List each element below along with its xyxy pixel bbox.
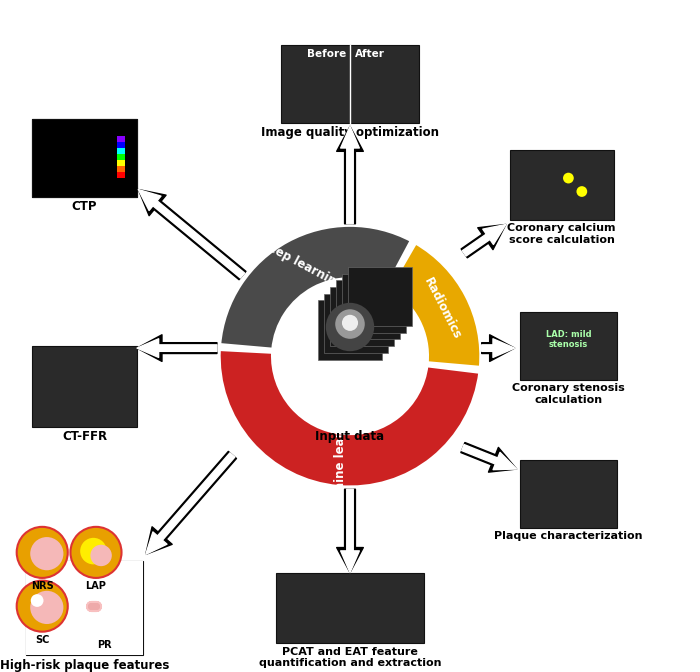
Text: SC: SC (35, 635, 50, 645)
Text: Radiomics: Radiomics (421, 276, 464, 342)
Circle shape (326, 303, 374, 351)
Text: Coronary calcium
score calculation: Coronary calcium score calculation (508, 223, 616, 245)
Text: Input data: Input data (316, 430, 384, 443)
Bar (336, 280, 400, 339)
Bar (117, 148, 125, 154)
Text: PCAT and EAT feature
quantification and extraction: PCAT and EAT feature quantification and … (259, 646, 441, 669)
Bar (324, 294, 388, 353)
Circle shape (31, 594, 43, 607)
Circle shape (71, 527, 122, 578)
Wedge shape (389, 243, 481, 368)
Text: Before: Before (307, 49, 346, 58)
Text: NRS: NRS (31, 581, 54, 591)
Bar (281, 46, 419, 122)
Text: Coronary stenosis
calculation: Coronary stenosis calculation (512, 383, 625, 405)
Circle shape (577, 186, 587, 197)
Bar (117, 166, 125, 172)
Text: After: After (355, 49, 385, 58)
Bar (117, 136, 125, 142)
Bar (26, 561, 144, 655)
Circle shape (90, 545, 112, 566)
Text: Plaque characterization: Plaque characterization (494, 531, 643, 541)
Circle shape (335, 309, 365, 339)
Text: Image quality optimization: Image quality optimization (261, 126, 439, 139)
Wedge shape (220, 225, 412, 349)
Circle shape (17, 581, 68, 632)
Circle shape (273, 279, 427, 433)
Text: CTP: CTP (72, 200, 97, 213)
Bar (276, 573, 424, 644)
Bar (117, 172, 125, 178)
Circle shape (17, 527, 68, 578)
Circle shape (30, 591, 64, 624)
Text: PR: PR (97, 640, 111, 650)
Circle shape (80, 538, 106, 564)
Bar (519, 460, 617, 528)
Bar (510, 150, 614, 220)
Bar (519, 312, 617, 380)
Bar (26, 561, 144, 655)
Bar (32, 120, 136, 197)
Bar (330, 287, 394, 346)
Bar (349, 267, 412, 326)
Text: LAP: LAP (85, 581, 106, 591)
Circle shape (342, 314, 358, 331)
Circle shape (30, 537, 64, 571)
Bar (342, 274, 406, 333)
Text: Machine learning: Machine learning (335, 403, 347, 517)
Text: Deep learning: Deep learning (257, 237, 345, 292)
Circle shape (563, 173, 574, 183)
Bar (117, 154, 125, 160)
Text: LAD: mild
stenosis: LAD: mild stenosis (545, 330, 592, 349)
Text: High-risk plaque features: High-risk plaque features (0, 659, 169, 671)
Text: CT-FFR: CT-FFR (62, 430, 107, 443)
Bar (117, 160, 125, 166)
Bar (32, 120, 136, 197)
Wedge shape (219, 349, 480, 487)
Bar (32, 346, 136, 427)
Bar (117, 142, 125, 148)
Bar (318, 300, 382, 360)
